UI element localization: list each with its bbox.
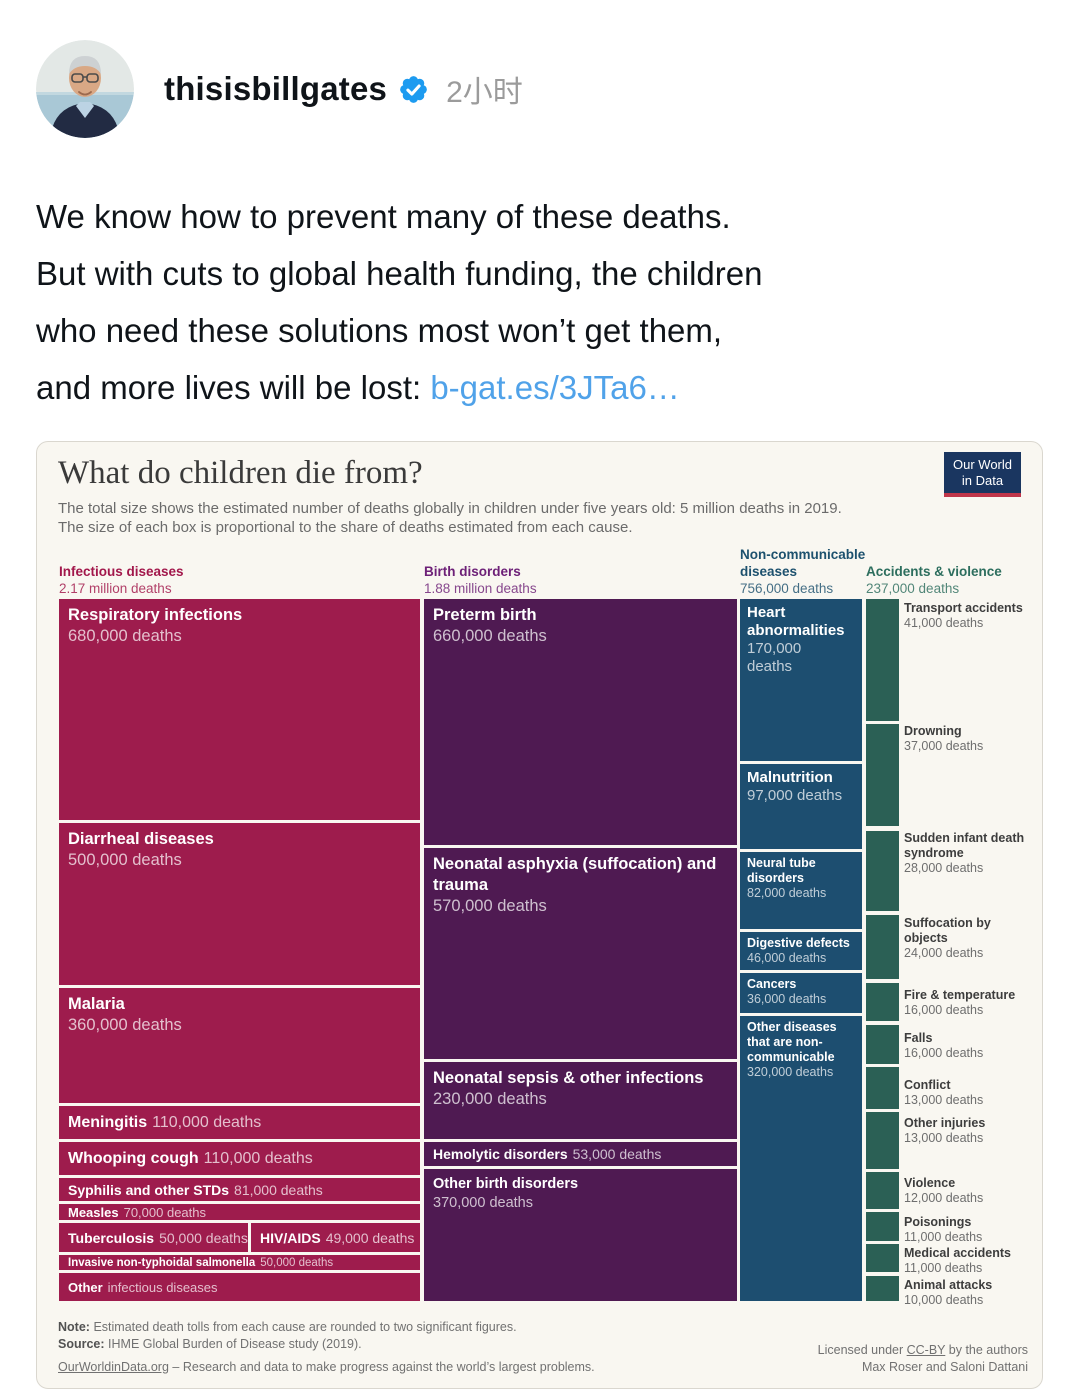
treemap-label-fire: Fire & temperature 16,000 deaths <box>904 988 1016 1017</box>
treemap-box-salmonella: Invasive non-typhoidal salmonella 50,000… <box>59 1255 420 1270</box>
owid-footer-link: OurWorldinData.org <box>58 1360 169 1374</box>
treemap-box-falls <box>866 1025 899 1064</box>
treemap-box-measles: Measles 70,000 deaths <box>59 1204 420 1220</box>
chart-image[interactable]: What do children die from? The total siz… <box>36 441 1043 1389</box>
post-text-line: who need these solutions most won’t get … <box>36 312 723 349</box>
treemap-box-syphilis: Syphilis and other STDs 81,000 deaths <box>59 1178 420 1201</box>
authors-line: Max Roser and Saloni Dattani <box>861 1360 1028 1374</box>
treemap-box-violence <box>866 1172 899 1209</box>
owid-logo: Our World in Data <box>944 452 1021 497</box>
category-headers: Infectious diseases 2.17 million deaths … <box>59 545 1032 599</box>
chart-footer-left: Note: Estimated death tolls from each ca… <box>58 1319 595 1376</box>
treemap-box-other-birth-disorders: Other birth disorders 370,000 deaths <box>424 1169 737 1301</box>
post-link[interactable]: b-gat.es/3JTa6… <box>430 369 680 406</box>
treemap-box-other-ncd: Other diseases that are non-communicable… <box>740 1016 862 1301</box>
treemap: Respiratory infections 680,000 deaths Di… <box>59 599 1032 1307</box>
chart-footer-right: Licensed under CC-BY by the authors Max … <box>818 1342 1028 1376</box>
treemap-box-whooping-cough: Whooping cough 110,000 deaths <box>59 1142 420 1175</box>
treemap-box-tuberculosis: Tuberculosis 50,000 deaths <box>59 1223 248 1252</box>
post-header: thisisbillgates 2小时 <box>36 40 1043 138</box>
chart-title: What do children die from? <box>58 455 423 491</box>
treemap-box-meningitis: Meningitis 110,000 deaths <box>59 1106 420 1139</box>
chart-subtitle: The total size shows the estimated numbe… <box>58 499 1028 537</box>
username[interactable]: thisisbillgates <box>164 70 388 107</box>
avatar-image <box>36 40 134 138</box>
category-header-accidents: Accidents & violence 237,000 deaths <box>866 564 1002 596</box>
owid-tagline: – Research and data to make progress aga… <box>172 1360 595 1374</box>
treemap-box-preterm-birth: Preterm birth 660,000 deaths <box>424 599 737 845</box>
treemap-box-suffocation <box>866 915 899 979</box>
avatar[interactable] <box>36 40 134 138</box>
treemap-box-neonatal-sepsis: Neonatal sepsis & other infections 230,0… <box>424 1062 737 1139</box>
post-text-line: But with cuts to global health funding, … <box>36 255 763 292</box>
treemap-box-neonatal-asphyxia: Neonatal asphyxia (suffocation) and trau… <box>424 848 737 1059</box>
treemap-box-heart-abnormalities: Heart abnormalities 170,000 deaths <box>740 599 862 761</box>
treemap-box-respiratory-infections: Respiratory infections 680,000 deaths <box>59 599 420 820</box>
treemap-label-animal-attacks: Animal attacks 10,000 deaths <box>904 1278 993 1307</box>
treemap-box-diarrheal-diseases: Diarrheal diseases 500,000 deaths <box>59 823 420 985</box>
treemap-label-falls: Falls 16,000 deaths <box>904 1031 984 1060</box>
treemap-box-hiv-aids: HIV/AIDS 49,000 deaths <box>251 1223 420 1252</box>
cc-by-link: CC-BY <box>906 1343 946 1357</box>
post: thisisbillgates 2小时 We know how to preve… <box>0 40 1079 1389</box>
post-text-line: and more lives will be lost: b-gat.es/3J… <box>36 359 1043 416</box>
treemap-box-drowning <box>866 724 899 826</box>
treemap-box-other-injuries <box>866 1112 899 1169</box>
license-line: Licensed under CC-BY by the authors <box>817 1343 1028 1357</box>
chart-owid-line: OurWorldinData.org – Research and data t… <box>58 1359 595 1376</box>
post-identity: thisisbillgates 2小时 <box>164 67 523 111</box>
chart-source: Source: IHME Global Burden of Disease st… <box>58 1337 362 1351</box>
treemap-label-other-injuries: Other injuries 13,000 deaths <box>904 1116 986 1145</box>
post-timestamp[interactable]: 2小时 <box>446 76 523 109</box>
chart-note: Note: Estimated death tolls from each ca… <box>58 1320 517 1334</box>
category-header-infectious: Infectious diseases 2.17 million deaths <box>59 564 184 596</box>
treemap-label-sids: Sudden infant death syndrome 28,000 death… <box>904 831 1025 875</box>
treemap-box-transport-accidents <box>866 599 899 721</box>
chart-subtitle-line1: The total size shows the estimated numbe… <box>58 500 842 517</box>
treemap-label-suffocation: Suffocation by objects 24,000 deaths <box>904 916 991 960</box>
treemap-box-digestive-defects: Digestive defects 46,000 deaths <box>740 932 862 970</box>
post-text: We know how to prevent many of these dea… <box>36 188 1043 416</box>
treemap-box-malnutrition: Malnutrition 97,000 deaths <box>740 764 862 849</box>
treemap-box-poisonings <box>866 1212 899 1241</box>
treemap-label-transport-accidents: Transport accidents 41,000 deaths <box>904 601 1023 630</box>
treemap-box-hemolytic-disorders: Hemolytic disorders 53,000 deaths <box>424 1142 737 1166</box>
treemap-box-medical-accidents <box>866 1244 899 1272</box>
treemap-box-fire <box>866 983 899 1021</box>
treemap-label-medical-accidents: Medical accidents 11,000 deaths <box>904 1246 1011 1275</box>
treemap-box-other-infectious: Other infectious diseases <box>59 1273 420 1301</box>
treemap-box-malaria: Malaria 360,000 deaths <box>59 988 420 1103</box>
category-header-birth: Birth disorders 1.88 million deaths <box>424 564 537 596</box>
treemap-box-sids <box>866 831 899 911</box>
chart-footer: Note: Estimated death tolls from each ca… <box>58 1319 1028 1376</box>
treemap-box-neural-tube-disorders: Neural tube disorders 82,000 deaths <box>740 852 862 929</box>
post-text-prefix: and more lives will be lost: <box>36 369 431 406</box>
chart-subtitle-line2: The size of each box is proportional to … <box>58 519 633 536</box>
category-header-ncd: Non-communicable diseases 756,000 deaths <box>740 547 866 596</box>
verified-badge-icon <box>400 75 427 103</box>
treemap-box-animal-attacks <box>866 1276 899 1301</box>
treemap-box-conflict <box>866 1067 899 1109</box>
post-text-line: We know how to prevent many of these dea… <box>36 198 731 235</box>
treemap-label-violence: Violence 12,000 deaths <box>904 1176 984 1205</box>
treemap-box-cancers: Cancers 36,000 deaths <box>740 973 862 1013</box>
treemap-label-poisonings: Poisonings 11,000 deaths <box>904 1215 983 1244</box>
treemap-label-conflict: Conflict 13,000 deaths <box>904 1078 984 1107</box>
treemap-label-drowning: Drowning 37,000 deaths <box>904 724 984 753</box>
